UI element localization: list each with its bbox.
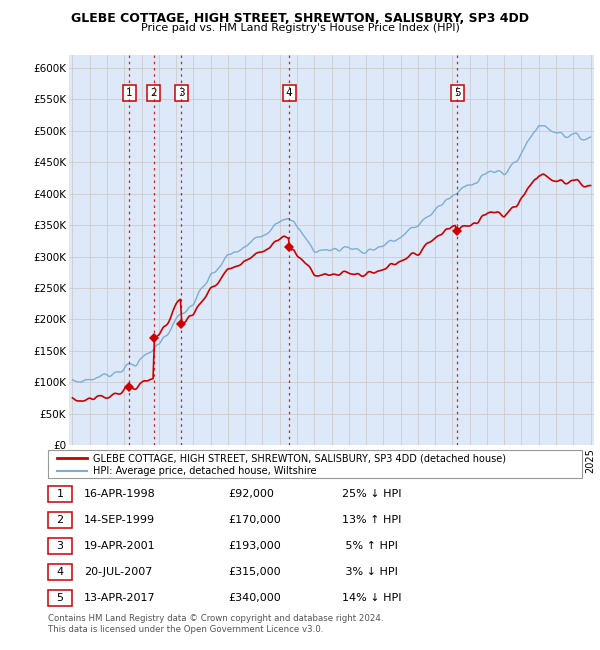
Text: 14-SEP-1999: 14-SEP-1999 (84, 515, 155, 525)
Text: Price paid vs. HM Land Registry's House Price Index (HPI): Price paid vs. HM Land Registry's House … (140, 23, 460, 33)
Text: 19-APR-2001: 19-APR-2001 (84, 541, 155, 551)
Text: 25% ↓ HPI: 25% ↓ HPI (342, 489, 401, 499)
Text: 2: 2 (151, 88, 157, 98)
Text: £170,000: £170,000 (228, 515, 281, 525)
Text: £340,000: £340,000 (228, 593, 281, 603)
Text: 20-JUL-2007: 20-JUL-2007 (84, 567, 152, 577)
Text: 3: 3 (178, 88, 185, 98)
Text: HPI: Average price, detached house, Wiltshire: HPI: Average price, detached house, Wilt… (93, 466, 317, 476)
Text: 4: 4 (56, 567, 64, 577)
Text: 13% ↑ HPI: 13% ↑ HPI (342, 515, 401, 525)
Text: 3% ↓ HPI: 3% ↓ HPI (342, 567, 398, 577)
Text: 2: 2 (56, 515, 64, 525)
Text: Contains HM Land Registry data © Crown copyright and database right 2024.
This d: Contains HM Land Registry data © Crown c… (48, 614, 383, 634)
Text: 16-APR-1998: 16-APR-1998 (84, 489, 156, 499)
Text: £193,000: £193,000 (228, 541, 281, 551)
Text: £92,000: £92,000 (228, 489, 274, 499)
Text: 14% ↓ HPI: 14% ↓ HPI (342, 593, 401, 603)
Text: 4: 4 (286, 88, 293, 98)
Text: GLEBE COTTAGE, HIGH STREET, SHREWTON, SALISBURY, SP3 4DD: GLEBE COTTAGE, HIGH STREET, SHREWTON, SA… (71, 12, 529, 25)
Text: GLEBE COTTAGE, HIGH STREET, SHREWTON, SALISBURY, SP3 4DD (detached house): GLEBE COTTAGE, HIGH STREET, SHREWTON, SA… (93, 453, 506, 463)
Text: 3: 3 (56, 541, 64, 551)
Text: 5: 5 (454, 88, 461, 98)
Text: 1: 1 (126, 88, 133, 98)
Text: 5: 5 (56, 593, 64, 603)
Text: 5% ↑ HPI: 5% ↑ HPI (342, 541, 398, 551)
Text: 1: 1 (56, 489, 64, 499)
Text: 13-APR-2017: 13-APR-2017 (84, 593, 155, 603)
Text: £315,000: £315,000 (228, 567, 281, 577)
